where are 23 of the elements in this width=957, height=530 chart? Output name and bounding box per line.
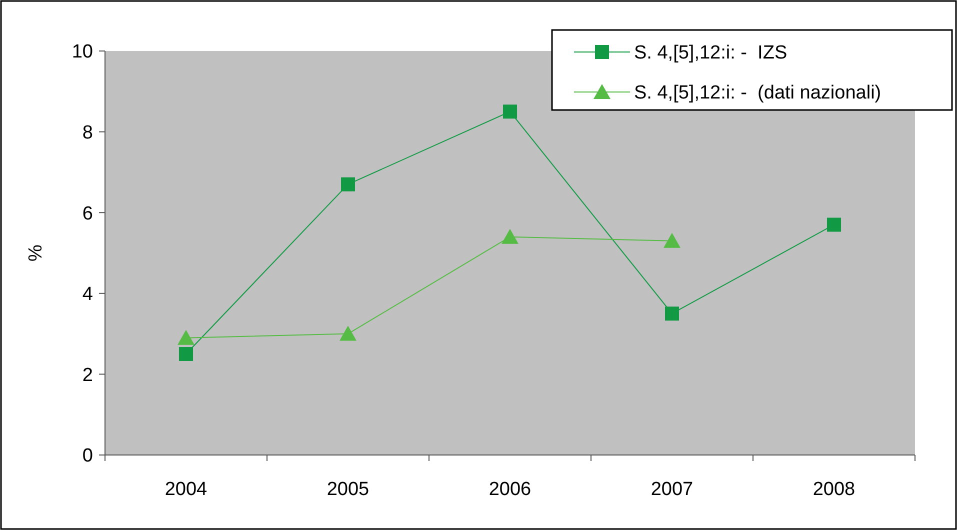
- y-tick-label: 2: [82, 364, 93, 386]
- point: [341, 177, 355, 192]
- y-tick-label: 10: [72, 42, 93, 63]
- point: [827, 218, 841, 232]
- x-tick-label: 2006: [488, 479, 532, 500]
- point: [665, 306, 679, 321]
- point: [179, 347, 193, 361]
- legend-label: S. 4,[5],12:i: - (dati nazionali): [634, 82, 882, 104]
- y-axis-title: %: [26, 244, 47, 262]
- legend-label: S. 4,[5],12:i: - IZS: [634, 42, 788, 64]
- point: [178, 330, 194, 345]
- point: [503, 104, 517, 119]
- y-tick-label: 8: [82, 122, 93, 144]
- y-tick-label: 0: [82, 446, 93, 467]
- x-tick-label: 2004: [164, 479, 208, 500]
- y-tick-label: 6: [82, 203, 93, 224]
- point: [340, 326, 356, 341]
- x-tick-label: 2005: [326, 479, 370, 500]
- y-tick-label: 4: [82, 284, 94, 306]
- x-tick-label: 2007: [650, 479, 694, 500]
- point: [664, 232, 680, 248]
- x-tick-label: 2008: [812, 479, 856, 500]
- point: [502, 228, 518, 244]
